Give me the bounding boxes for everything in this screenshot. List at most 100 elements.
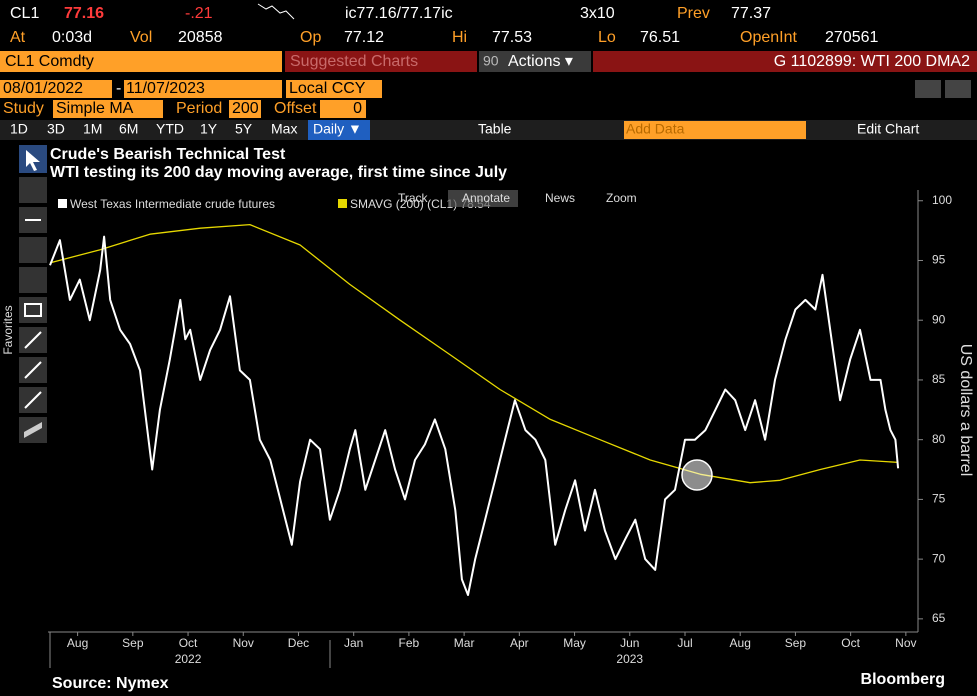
x-tick-label: Feb bbox=[399, 636, 420, 650]
crossover-highlight bbox=[681, 459, 713, 491]
chart-tool[interactable]: Zoom bbox=[606, 191, 637, 205]
start[interactable]: 08/01/2022 bbox=[3, 80, 83, 97]
currency-field[interactable] bbox=[286, 80, 382, 98]
offset-field[interactable] bbox=[320, 100, 366, 118]
stat-label: OpenInt bbox=[740, 29, 797, 46]
legend-label: West Texas Intermediate crude futures bbox=[70, 197, 275, 211]
stat-value: 0:03d bbox=[52, 29, 92, 46]
redo[interactable] bbox=[945, 80, 971, 98]
period-label: Period bbox=[176, 100, 222, 117]
study-field[interactable] bbox=[53, 100, 163, 118]
y-tick-label: 90 bbox=[932, 312, 946, 326]
period-button[interactable]: 5Y bbox=[235, 121, 253, 137]
chart-subtitle: WTI testing its 200 day moving average, … bbox=[50, 164, 507, 181]
start-field[interactable] bbox=[0, 80, 112, 98]
actions-button[interactable] bbox=[479, 51, 591, 72]
stat-value: 270561 bbox=[825, 29, 878, 46]
favorites[interactable]: Favorites bbox=[1, 305, 15, 354]
cursor-icon bbox=[26, 150, 40, 171]
segment-icon bbox=[24, 331, 42, 349]
legend-swatch bbox=[338, 199, 347, 208]
tool-palette bbox=[19, 145, 47, 443]
period-button[interactable]: 1M bbox=[83, 121, 102, 137]
source: Source: Nymex bbox=[52, 675, 169, 692]
stat-value: 20858 bbox=[178, 29, 223, 46]
stat-value: 77.53 bbox=[492, 29, 532, 46]
tool-bg[interactable] bbox=[448, 190, 518, 207]
x-tick-label: Mar bbox=[454, 636, 475, 650]
add-data-field[interactable] bbox=[624, 121, 806, 139]
price: 77.16 bbox=[64, 5, 104, 22]
end[interactable]: 11/07/2023 bbox=[126, 80, 205, 97]
series-line bbox=[49, 235, 900, 596]
frequency[interactable]: Daily ▼ bbox=[313, 121, 362, 137]
series-line bbox=[49, 223, 899, 484]
actions-num[interactable]: 90 bbox=[483, 53, 499, 69]
year-label: 2023 bbox=[616, 652, 643, 666]
period-button[interactable]: 6M bbox=[119, 121, 138, 137]
brand: Bloomberg bbox=[861, 671, 945, 688]
frequency-button[interactable] bbox=[308, 120, 370, 140]
chart-tool[interactable]: Track bbox=[398, 191, 429, 205]
tool-draw[interactable] bbox=[19, 177, 47, 203]
x-tick-label: Aug bbox=[67, 636, 88, 650]
period-button[interactable]: 1Y bbox=[200, 121, 218, 137]
x-tick-label: Apr bbox=[510, 636, 529, 650]
y-tick-label: 80 bbox=[932, 432, 946, 446]
x-tick-label: Oct bbox=[841, 636, 860, 650]
tool-rect[interactable] bbox=[19, 297, 47, 323]
y-tick-label: 75 bbox=[932, 492, 946, 506]
legend-swatch bbox=[58, 199, 67, 208]
table[interactable]: Table bbox=[478, 121, 512, 137]
period-button[interactable]: Max bbox=[271, 121, 297, 137]
x-tick-label: Nov bbox=[895, 636, 916, 650]
tool-percent[interactable] bbox=[19, 267, 47, 293]
y-tick-label: 100 bbox=[932, 193, 952, 207]
band-icon bbox=[24, 422, 42, 438]
chart-tool[interactable]: Annotate bbox=[462, 191, 510, 205]
x-tick-label: Sep bbox=[122, 636, 144, 650]
study-label: Study bbox=[3, 100, 44, 117]
period-button[interactable]: YTD bbox=[156, 121, 184, 137]
stat-label: Op bbox=[300, 29, 321, 46]
stat-value: 77.12 bbox=[344, 29, 384, 46]
security-box[interactable] bbox=[0, 51, 282, 72]
undo[interactable] bbox=[915, 80, 941, 98]
y-tick-label: 65 bbox=[932, 611, 946, 625]
x-tick-label: Jun bbox=[620, 636, 639, 650]
chart-id: G 1102899: WTI 200 DMA2 bbox=[774, 53, 970, 70]
suggested[interactable]: Suggested Charts bbox=[290, 53, 418, 70]
stat-label: Vol bbox=[130, 29, 152, 46]
currency[interactable]: Local CCY bbox=[289, 80, 366, 97]
actions[interactable]: Actions ▾ bbox=[508, 53, 573, 70]
add-data[interactable]: Add Data bbox=[626, 121, 685, 137]
x-tick-label: Aug bbox=[730, 636, 751, 650]
y-tick-label: 85 bbox=[932, 372, 946, 386]
size: 3x10 bbox=[580, 5, 615, 22]
rect-icon bbox=[24, 303, 42, 317]
security[interactable]: CL1 Comdty bbox=[5, 53, 94, 70]
stat-label: Lo bbox=[598, 29, 616, 46]
x-tick-label: Nov bbox=[233, 636, 254, 650]
period[interactable]: 200 bbox=[232, 100, 259, 117]
offset[interactable]: 0 bbox=[353, 100, 362, 117]
prev-label: Prev bbox=[677, 5, 710, 22]
y-axis-label: US dollars a barrel bbox=[957, 344, 974, 477]
ray-icon bbox=[24, 361, 42, 379]
period-button[interactable]: 3D bbox=[47, 121, 65, 137]
period-field[interactable] bbox=[229, 100, 261, 118]
stat-label: Hi bbox=[452, 29, 467, 46]
tool-retrace[interactable] bbox=[19, 237, 47, 263]
quote: ic77.16/77.17ic bbox=[345, 5, 453, 22]
chart-id-bar bbox=[593, 51, 977, 72]
ticker: CL1 bbox=[10, 5, 39, 22]
end-field[interactable] bbox=[124, 80, 282, 98]
chart-tool[interactable]: News bbox=[545, 191, 575, 205]
channel-icon bbox=[24, 391, 42, 409]
suggested-button[interactable] bbox=[285, 51, 477, 72]
study[interactable]: Simple MA bbox=[56, 100, 134, 117]
y-tick-label: 95 bbox=[932, 253, 946, 267]
edit-chart[interactable]: Edit Chart bbox=[857, 121, 919, 137]
period-button[interactable]: 1D bbox=[10, 121, 28, 137]
